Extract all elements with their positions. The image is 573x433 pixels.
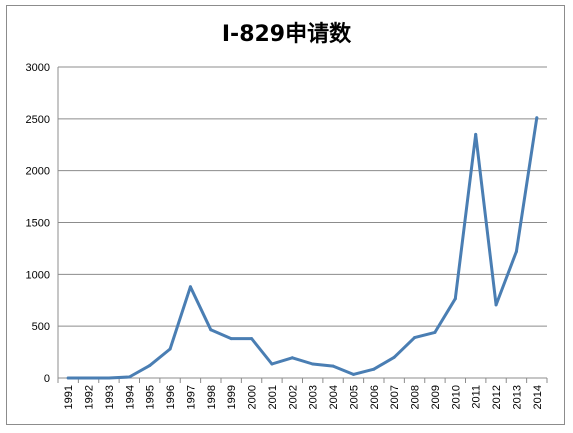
data-point xyxy=(188,285,192,289)
data-point xyxy=(66,376,70,380)
x-tick-label: 2012 xyxy=(491,385,503,409)
data-point xyxy=(168,347,172,351)
x-tick-label: 1992 xyxy=(84,385,96,409)
x-tick-label: 2013 xyxy=(511,385,523,409)
y-tick-label: 2000 xyxy=(26,166,50,178)
data-point xyxy=(270,362,274,366)
data-point xyxy=(331,364,335,368)
data-point xyxy=(229,337,233,341)
x-tick-label: 1993 xyxy=(104,385,116,409)
x-tick-label: 2000 xyxy=(247,385,259,409)
data-point xyxy=(87,376,91,380)
x-tick-label: 1997 xyxy=(185,385,197,409)
data-point xyxy=(433,330,437,334)
x-tick-label: 2003 xyxy=(308,385,320,409)
data-point xyxy=(351,372,355,376)
x-tick-label: 2006 xyxy=(369,385,381,409)
x-tick-label: 2001 xyxy=(267,385,279,409)
chart-frame xyxy=(6,5,565,425)
y-tick-label: 3000 xyxy=(26,62,50,74)
data-point xyxy=(514,250,518,254)
data-point xyxy=(209,328,213,332)
data-point xyxy=(127,375,131,379)
data-point xyxy=(413,336,417,340)
x-tick-label: 2008 xyxy=(410,385,422,409)
x-tick-label: 2009 xyxy=(430,385,442,409)
x-tick-label: 2014 xyxy=(532,385,544,409)
data-point xyxy=(494,303,498,307)
y-tick-label: 2500 xyxy=(26,114,50,126)
data-point xyxy=(250,337,254,341)
x-tick-label: 1994 xyxy=(124,385,136,409)
x-tick-label: 2007 xyxy=(389,385,401,409)
x-tick-label: 2010 xyxy=(450,385,462,409)
x-tick-label: 2011 xyxy=(471,385,483,409)
chart-title: I-829申请数 xyxy=(221,22,352,47)
x-tick-label: 1996 xyxy=(165,385,177,409)
x-tick-label: 2005 xyxy=(348,385,360,409)
data-point xyxy=(290,356,294,360)
data-point xyxy=(474,132,478,136)
y-tick-label: 1500 xyxy=(26,218,50,230)
x-tick-label: 1991 xyxy=(63,385,75,409)
x-tick-label: 2002 xyxy=(287,385,299,409)
data-point xyxy=(148,364,152,368)
series-line xyxy=(66,116,539,380)
x-tick-label: 1995 xyxy=(145,385,157,409)
data-point xyxy=(107,376,111,380)
x-tick-label: 1998 xyxy=(206,385,218,409)
y-tick-label: 500 xyxy=(32,321,50,333)
x-tick-label: 1999 xyxy=(226,385,238,409)
y-tick-label: 0 xyxy=(44,373,50,385)
data-point xyxy=(453,297,457,301)
data-point xyxy=(392,355,396,359)
data-point xyxy=(372,367,376,371)
data-point xyxy=(311,362,315,366)
x-tick-label: 2004 xyxy=(328,385,340,409)
data-point xyxy=(535,116,539,120)
y-tick-label: 1000 xyxy=(26,269,50,281)
